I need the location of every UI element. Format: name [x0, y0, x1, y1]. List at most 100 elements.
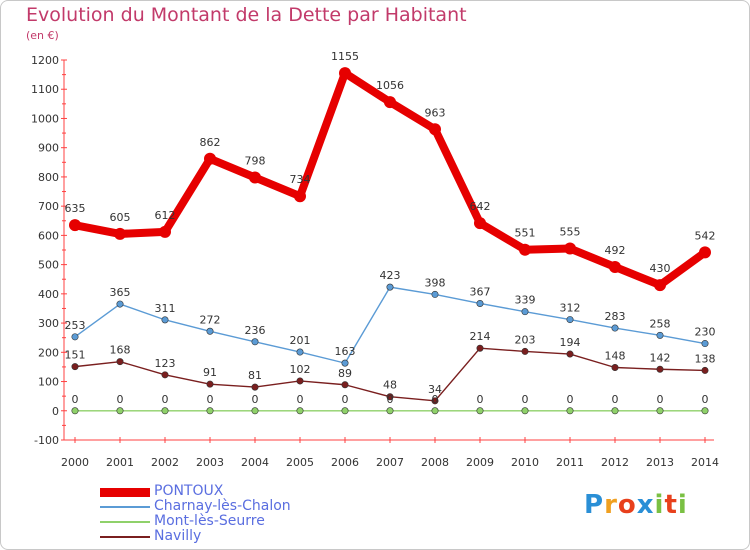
data-label: 963 — [425, 106, 446, 119]
brand-letter: i — [677, 490, 688, 520]
data-point — [206, 327, 214, 335]
data-point — [519, 243, 531, 256]
brand-letter: x — [636, 490, 655, 520]
data-label: 236 — [245, 324, 266, 337]
data-point — [699, 246, 711, 259]
x-tick-label: 2005 — [286, 456, 314, 469]
chart-unit: (en €) — [26, 29, 59, 42]
y-tick-label: 500 — [38, 259, 59, 272]
data-label: 81 — [248, 369, 262, 382]
y-tick-label: 400 — [38, 288, 59, 301]
data-point — [564, 242, 576, 255]
data-point — [476, 344, 484, 352]
data-point — [656, 331, 664, 339]
data-point — [656, 365, 664, 373]
data-label: 123 — [155, 357, 176, 370]
data-label: 0 — [207, 393, 214, 406]
x-tick-label: 2000 — [61, 456, 89, 469]
data-point — [159, 225, 171, 238]
data-label: 367 — [470, 285, 491, 298]
data-label: 0 — [117, 393, 124, 406]
data-point — [609, 260, 621, 273]
data-point — [611, 324, 619, 332]
data-label: 612 — [155, 209, 176, 222]
data-label: 0 — [702, 393, 709, 406]
legend-label: Charnay-lès-Chalon — [154, 498, 291, 514]
legend-label: Navilly — [154, 528, 202, 544]
data-label: 0 — [432, 393, 439, 406]
data-label: 1155 — [331, 50, 359, 63]
brand-letter: t — [664, 490, 678, 520]
x-tick-label: 2011 — [556, 456, 584, 469]
data-label: 102 — [290, 363, 311, 376]
data-label: 0 — [522, 393, 529, 406]
data-point — [251, 338, 259, 346]
legend-label: Mont-lès-Seurre — [154, 513, 265, 529]
data-label: 551 — [515, 227, 536, 240]
data-point — [474, 217, 486, 230]
data-label: 423 — [380, 269, 401, 282]
data-label: 203 — [515, 333, 536, 346]
data-point — [341, 359, 349, 367]
data-label: 542 — [695, 229, 716, 242]
data-label: 555 — [560, 226, 581, 239]
data-point — [339, 67, 351, 80]
data-label: 142 — [650, 351, 671, 364]
data-point — [251, 383, 259, 391]
x-tick-label: 2008 — [421, 456, 449, 469]
data-label: 194 — [560, 336, 581, 349]
data-point — [71, 407, 79, 415]
data-label: 168 — [110, 344, 131, 357]
data-point — [341, 407, 349, 415]
data-point — [161, 371, 169, 379]
x-tick-label: 2010 — [511, 456, 539, 469]
y-tick-label: -100 — [34, 434, 59, 447]
data-label: 492 — [605, 244, 626, 257]
data-label: 230 — [695, 326, 716, 339]
data-point — [296, 377, 304, 385]
data-label: 48 — [383, 379, 397, 392]
data-point — [521, 308, 529, 316]
data-label: 201 — [290, 334, 311, 347]
x-tick-label: 2006 — [331, 456, 359, 469]
data-label: 642 — [470, 200, 491, 213]
y-tick-label: 1100 — [31, 83, 59, 96]
data-label: 398 — [425, 276, 446, 289]
data-label: 253 — [65, 319, 86, 332]
x-tick-label: 2013 — [646, 456, 674, 469]
legend-label: PONTOUX — [154, 483, 224, 499]
data-point — [71, 333, 79, 341]
data-label: 311 — [155, 302, 176, 315]
brand-letter: r — [604, 490, 618, 520]
data-point — [429, 123, 441, 136]
data-point — [431, 397, 439, 405]
data-label: 862 — [200, 136, 221, 149]
brand-logo: Proxiti — [584, 490, 688, 520]
data-label: 283 — [605, 310, 626, 323]
data-point — [161, 316, 169, 324]
y-tick-label: 1200 — [31, 54, 59, 67]
data-point — [611, 364, 619, 372]
data-label: 0 — [657, 393, 664, 406]
data-point — [161, 407, 169, 415]
data-label: 312 — [560, 302, 581, 315]
data-label: 635 — [65, 202, 86, 215]
x-tick-label: 2003 — [196, 456, 224, 469]
data-label: 91 — [203, 366, 217, 379]
legend-swatch — [100, 521, 150, 523]
data-point — [566, 350, 574, 358]
chart-title: Evolution du Montant de la Dette par Hab… — [26, 4, 467, 26]
x-tick-label: 2009 — [466, 456, 494, 469]
y-tick-label: 600 — [38, 229, 59, 242]
data-point — [386, 407, 394, 415]
data-label: 0 — [342, 393, 349, 406]
data-label: 0 — [477, 393, 484, 406]
y-tick-label: 900 — [38, 142, 59, 155]
data-label: 0 — [162, 393, 169, 406]
data-point — [116, 407, 124, 415]
data-point — [384, 96, 396, 109]
data-label: 605 — [110, 211, 131, 224]
data-label: 163 — [335, 345, 356, 358]
y-tick-label: 1000 — [31, 112, 59, 125]
data-point — [701, 407, 709, 415]
